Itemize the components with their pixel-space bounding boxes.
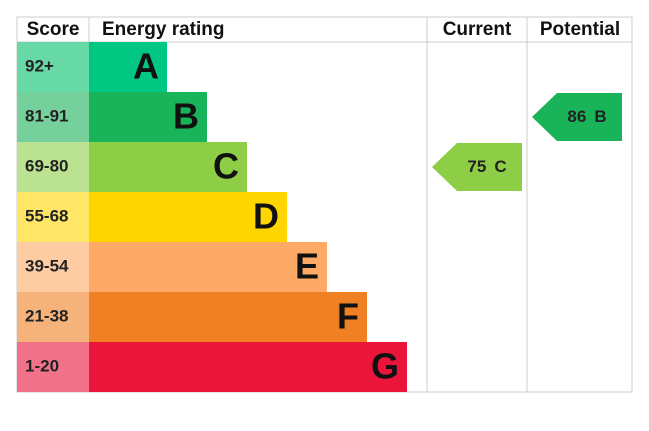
score-cell (17, 92, 89, 142)
header-rating: Energy rating (102, 19, 224, 40)
score-cell (17, 192, 89, 242)
potential-arrow (532, 93, 622, 141)
score-cell (17, 292, 89, 342)
rating-bar (89, 242, 327, 292)
score-cell (17, 242, 89, 292)
score-label: 1-20 (25, 356, 59, 375)
rating-bar (89, 42, 167, 92)
current-letter: C (494, 157, 506, 176)
rating-letter: C (213, 146, 239, 187)
score-cell (17, 342, 89, 392)
rating-bar (89, 342, 407, 392)
header-potential: Potential (540, 19, 620, 40)
score-label: 92+ (25, 56, 54, 75)
score-label: 21-38 (25, 306, 68, 325)
current-arrow (432, 143, 522, 191)
current-value: 75 (467, 157, 486, 176)
potential-value: 86 (567, 107, 586, 126)
rating-bar (89, 192, 287, 242)
score-cell (17, 42, 89, 92)
current-label: 75 C (467, 157, 506, 176)
rating-letter: E (295, 246, 319, 287)
score-label: 81-91 (25, 106, 68, 125)
score-label: 55-68 (25, 206, 68, 225)
score-label: 69-80 (25, 156, 68, 175)
potential-letter: B (594, 107, 606, 126)
rating-letter: A (133, 46, 159, 87)
rating-letter: F (337, 296, 359, 337)
score-label: 39-54 (25, 256, 69, 275)
rating-letter: G (371, 346, 399, 387)
score-cell (17, 142, 89, 192)
header-current: Current (443, 19, 512, 40)
rating-letter: B (173, 96, 199, 137)
potential-label: 86 B (567, 107, 606, 126)
rating-letter: D (253, 196, 279, 237)
rating-bar (89, 92, 207, 142)
header-score: Score (27, 19, 80, 40)
rating-bar (89, 292, 367, 342)
rating-bar (89, 142, 247, 192)
